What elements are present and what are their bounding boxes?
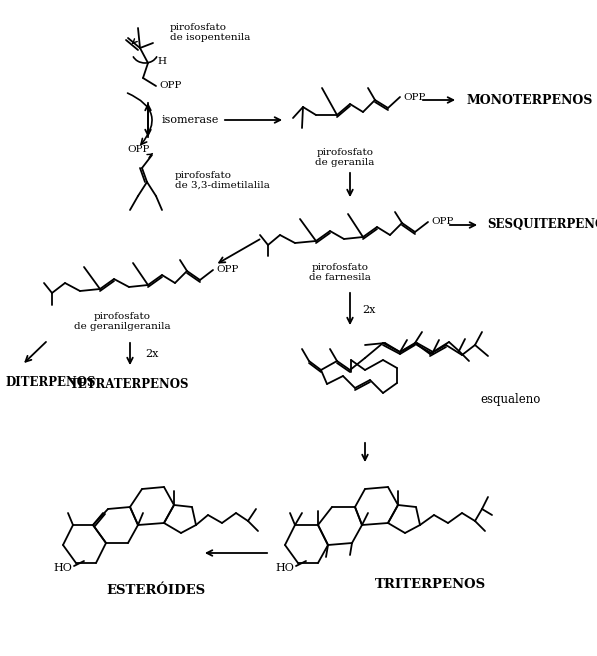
Text: OPP: OPP	[159, 81, 181, 91]
Text: esqualeno: esqualeno	[480, 394, 540, 407]
Text: de geranila: de geranila	[315, 158, 375, 167]
Text: de geranilgeranila: de geranilgeranila	[73, 322, 170, 331]
Text: DITERPENOS: DITERPENOS	[5, 377, 96, 390]
Text: OPP: OPP	[216, 266, 238, 274]
Text: OPP: OPP	[128, 146, 150, 155]
Text: pirofosfato: pirofosfato	[170, 24, 227, 33]
FancyArrowPatch shape	[128, 93, 152, 144]
Text: 2x: 2x	[362, 305, 376, 315]
Text: OPP: OPP	[431, 218, 453, 226]
Text: HO: HO	[53, 563, 72, 573]
Text: H: H	[157, 58, 166, 66]
Text: de isopentenila: de isopentenila	[170, 33, 250, 43]
Text: pirofosfato: pirofosfato	[316, 148, 374, 157]
Text: ESTERÓIDES: ESTERÓIDES	[106, 583, 205, 596]
Text: MONOTERPENOS: MONOTERPENOS	[467, 94, 593, 106]
Text: SESQUITERPENOS: SESQUITERPENOS	[488, 218, 597, 232]
Text: pirofosfato: pirofosfato	[312, 263, 368, 272]
Text: TRITERPENOS: TRITERPENOS	[374, 579, 485, 592]
Text: de farnesila: de farnesila	[309, 273, 371, 282]
Text: HO: HO	[275, 563, 294, 573]
Text: pirofosfato: pirofosfato	[94, 312, 150, 321]
Text: isomerase: isomerase	[162, 115, 219, 125]
Text: pirofosfato: pirofosfato	[175, 171, 232, 180]
Text: TETRATERPENOS: TETRATERPENOS	[70, 379, 190, 392]
Text: de 3,3-dimetilalila: de 3,3-dimetilalila	[175, 180, 270, 190]
Text: OPP: OPP	[403, 92, 426, 102]
Text: 2x: 2x	[145, 349, 158, 359]
